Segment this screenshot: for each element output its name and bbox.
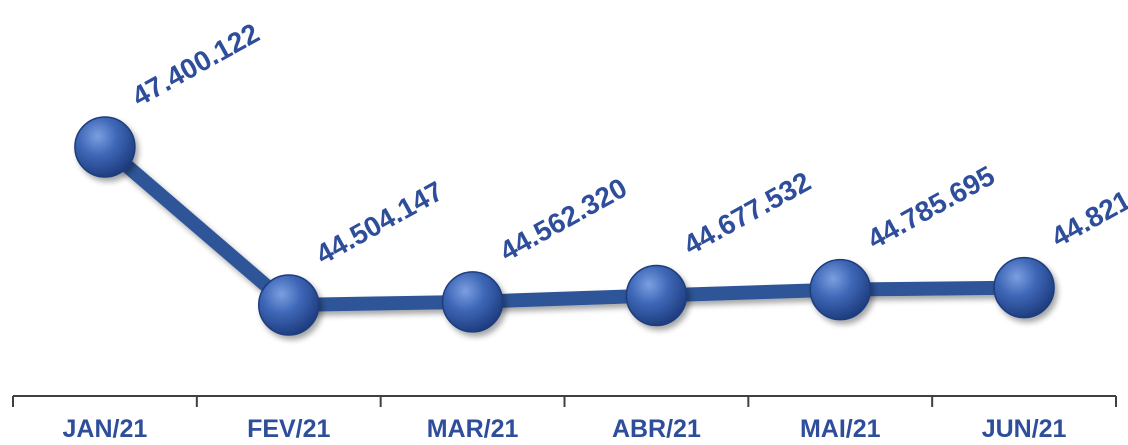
- x-tick-label: JUN/21: [982, 415, 1067, 443]
- x-tick-label: FEV/21: [247, 415, 330, 443]
- data-point-jun-21: [993, 256, 1055, 319]
- x-tick-label: MAR/21: [427, 415, 519, 443]
- data-label: 44.785.695: [862, 160, 1000, 255]
- data-label: 44.562.320: [494, 172, 632, 267]
- x-tick-label: MAI/21: [800, 415, 881, 443]
- data-point-abr-21: [625, 264, 688, 327]
- x-tick-label: JAN/21: [63, 415, 148, 443]
- data-point-mar-21: [441, 271, 504, 333]
- marker-layer: [74, 116, 1055, 336]
- x-axis: JAN/21 FEV/21 MAR/21 ABR/21 MAI/21 JUN/21: [12, 395, 1117, 443]
- data-label-layer: 47.400.122 44.504.147 44.562.320 44.677.532…: [127, 17, 1128, 270]
- data-label: 44.677.532: [678, 166, 816, 261]
- x-tick-label: ABR/21: [612, 415, 701, 443]
- data-point-fev-21: [258, 274, 320, 336]
- data-label: 44.821.672: [1046, 158, 1128, 253]
- data-point-mai-21: [809, 258, 871, 321]
- data-label: 44.504.147: [311, 175, 449, 270]
- data-label: 47.400.122: [127, 17, 265, 112]
- data-point-jan-21: [74, 116, 136, 178]
